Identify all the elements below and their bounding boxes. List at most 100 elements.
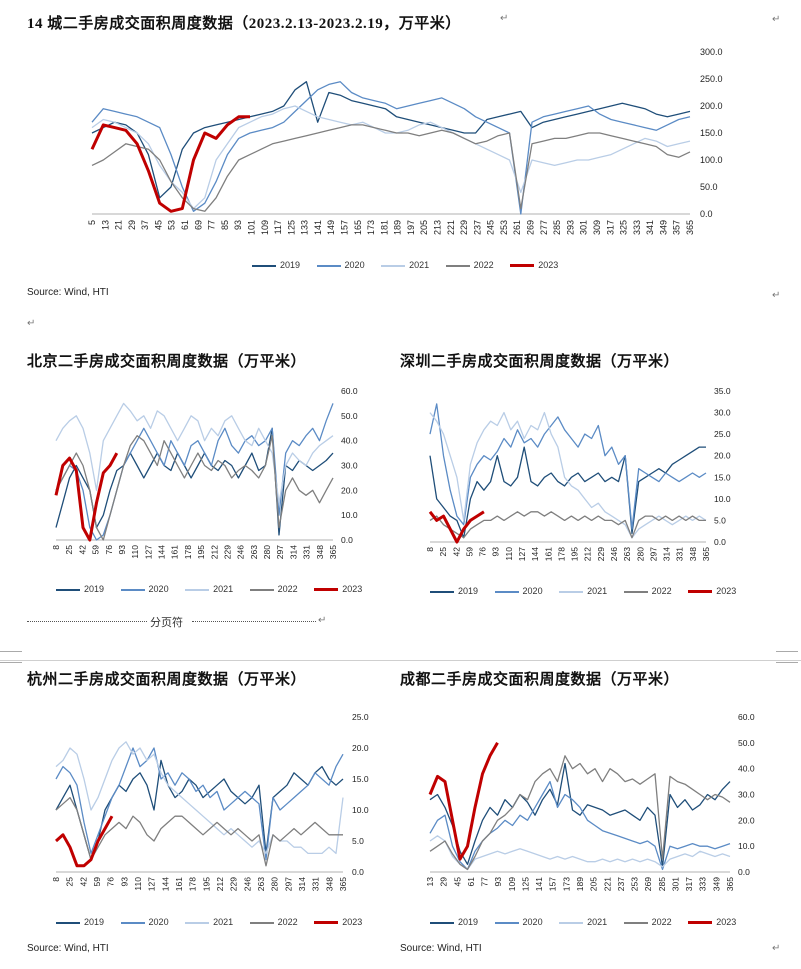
right-margin-mark: ↵	[772, 14, 781, 25]
x-tick-label: 325	[619, 220, 629, 235]
legend-shenzhen: 2019 2020 2021 2022 2023	[430, 586, 750, 596]
x-tick-label: 293	[565, 220, 575, 235]
y-tick-label: 15.0	[352, 774, 369, 784]
series-line-2022	[91, 124, 691, 212]
x-tick-label: 348	[315, 545, 325, 559]
x-tick-label: 221	[602, 877, 612, 891]
x-tick-label: 365	[725, 877, 735, 891]
x-tick-label: 93	[491, 547, 501, 557]
x-tick-label: 144	[157, 545, 167, 559]
series-line-2023	[90, 115, 250, 213]
legend-swatch-2020	[316, 264, 341, 267]
y-tick-label: 15.0	[714, 472, 731, 482]
x-tick-label: 110	[130, 545, 140, 559]
x-tick-label: 365	[338, 877, 348, 891]
y-tick-label: 5.0	[714, 515, 726, 525]
chart-title-beijing: 北京二手房成交面积周度数据（万平米）	[27, 354, 307, 370]
x-tick-label: 212	[583, 547, 593, 561]
y-tick-label: 150.0	[700, 128, 723, 138]
x-tick-label: 205	[419, 220, 429, 235]
y-tick-label: 0.0	[714, 537, 726, 547]
right-margin-mark: ↵	[772, 943, 781, 954]
x-tick-label: 76	[104, 545, 114, 555]
x-tick-label: 349	[711, 877, 721, 891]
x-tick-label: 61	[466, 877, 476, 887]
legend-label-2021: 2021	[409, 260, 430, 270]
paragraph-mark: ↵	[318, 615, 327, 626]
chart-title-chengdu: 成都二手房成交面积周度数据（万平米）	[400, 672, 680, 688]
y-tick-label: 30.0	[714, 408, 731, 418]
x-tick-label: 212	[215, 877, 225, 891]
x-tick-label: 314	[297, 877, 307, 891]
x-tick-label: 76	[106, 877, 116, 887]
x-tick-label: 109	[260, 220, 270, 235]
x-tick-label: 229	[459, 220, 469, 235]
y-tick-label: 10.0	[714, 494, 731, 504]
x-tick-label: 117	[273, 220, 283, 234]
x-tick-label: 144	[160, 877, 170, 891]
x-tick-label: 13	[425, 877, 435, 887]
x-tick-label: 173	[366, 220, 376, 235]
x-tick-label: 8	[51, 545, 61, 550]
x-tick-label: 25	[64, 545, 74, 555]
series-line-2021	[55, 402, 334, 504]
x-tick-label: 195	[196, 545, 206, 559]
chart-shenzhen: 35.0 30.0 25.0 20.0 15.0 10.0 5.0 0.0 8 25 42 59 76 9…	[425, 386, 731, 561]
y-tick-label: 10.0	[352, 805, 369, 815]
x-tick-label: 45	[452, 877, 462, 887]
x-tick-label: 197	[406, 220, 416, 235]
y-tick-label: 10.0	[738, 841, 755, 851]
y-tick-label: 35.0	[714, 386, 731, 396]
x-tick-label: 221	[446, 220, 456, 235]
y-tick-label: 100.0	[700, 155, 723, 165]
x-tick-label: 178	[188, 877, 198, 891]
legend-swatch-2022	[445, 264, 470, 267]
x-tick-label: 29	[439, 877, 449, 887]
series-line-2021	[429, 835, 731, 871]
x-tick-label: 237	[472, 220, 482, 235]
source-note-hangzhou: Source: Wind, HTI	[27, 943, 109, 954]
legend-swatch-2023	[510, 264, 535, 268]
x-tick-label: 314	[288, 545, 298, 559]
x-tick-label: 133	[300, 220, 310, 235]
x-tick-label: 125	[520, 877, 530, 891]
x-tick-label: 127	[147, 877, 157, 891]
series-line-2023	[428, 742, 499, 861]
x-tick-label: 77	[207, 220, 217, 230]
series-line-2020	[429, 403, 707, 530]
page-corner-mark-left	[0, 651, 22, 663]
x-tick-label: 5	[87, 220, 97, 225]
x-tick-label: 59	[464, 547, 474, 557]
legend-beijing: 2019 2020 2021 2022 2023	[56, 584, 376, 594]
series-line-2023	[54, 452, 119, 542]
x-tick-label: 301	[579, 220, 589, 235]
series-line-2020	[55, 403, 334, 541]
x-tick-label: 189	[575, 877, 585, 891]
page-break-line	[27, 621, 147, 622]
x-tick-label: 165	[353, 220, 363, 235]
x-tick-label: 348	[688, 547, 698, 561]
y-tick-label: 0.0	[341, 535, 353, 545]
x-tick-label: 29	[127, 220, 137, 230]
x-tick-label: 357	[672, 220, 682, 235]
x-tick-label: 309	[592, 220, 602, 235]
y-tick-label: 60.0	[341, 386, 358, 396]
x-tick-label: 317	[684, 877, 694, 891]
y-tick-label: 0.0	[352, 867, 364, 877]
series-line-2022	[429, 511, 706, 539]
series-line-2019	[91, 81, 691, 199]
x-tick-label: 13	[100, 220, 110, 230]
x-tick-label: 101	[246, 220, 256, 235]
y-tick-label: 40.0	[738, 764, 755, 774]
x-tick-label: 161	[170, 545, 180, 559]
x-tick-label: 246	[609, 547, 619, 561]
y-tick-label: 25.0	[714, 429, 731, 439]
x-tick-label: 333	[632, 220, 642, 235]
x-tick-label: 144	[530, 547, 540, 561]
x-tick-label: 25	[438, 547, 448, 557]
x-tick-label: 269	[526, 220, 536, 235]
x-tick-label: 280	[262, 545, 272, 559]
x-tick-label: 93	[493, 877, 503, 887]
x-tick-label: 263	[249, 545, 259, 559]
